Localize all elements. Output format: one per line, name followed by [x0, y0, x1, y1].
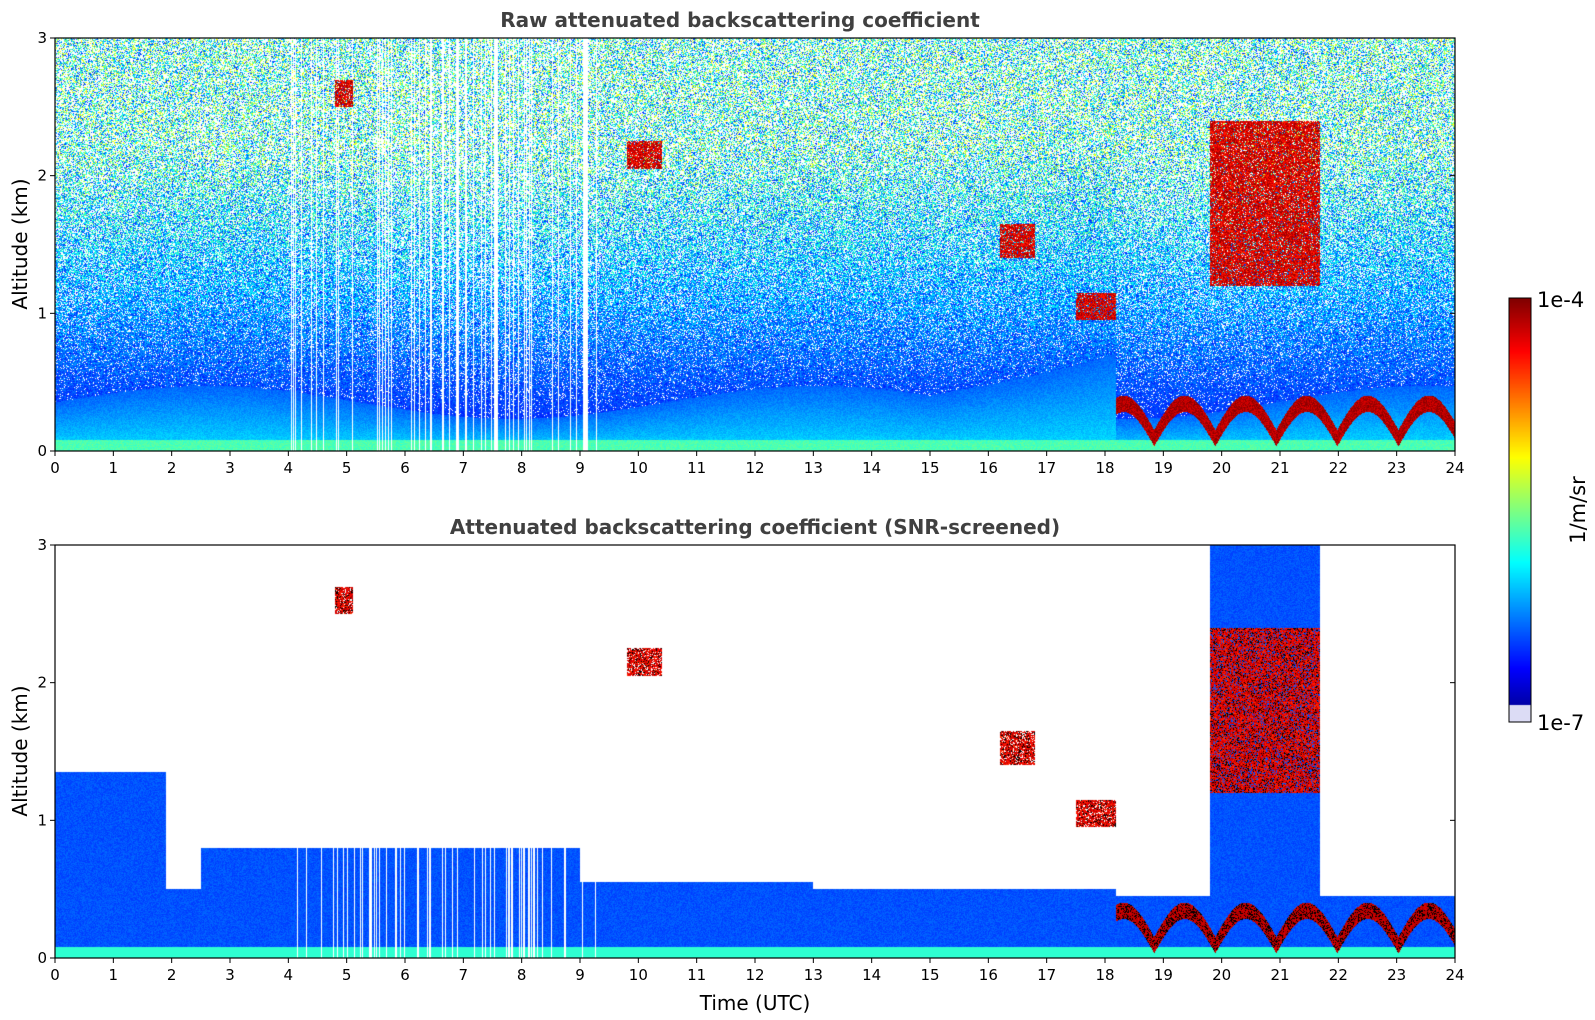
panel2-heatmap [55, 545, 1455, 958]
colorbar-unit-label: 1/m/sr [1566, 476, 1590, 544]
x-tick-label: 0 [50, 459, 60, 477]
x-tick-label: 10 [629, 459, 648, 477]
y-tick-label: 2 [37, 167, 47, 185]
x-tick-label: 17 [1037, 459, 1056, 477]
x-tick-label: 8 [517, 459, 527, 477]
x-tick-label: 24 [1445, 459, 1464, 477]
y-tick-label: 0 [37, 442, 47, 460]
panel1-ylabel: Altitude (km) [8, 178, 32, 309]
x-tick-label: 13 [804, 966, 823, 984]
x-tick-label: 6 [400, 966, 410, 984]
x-tick-label: 4 [284, 459, 294, 477]
y-tick-label: 3 [37, 536, 47, 554]
x-tick-label: 23 [1387, 966, 1406, 984]
x-tick-label: 11 [687, 459, 706, 477]
x-tick-label: 21 [1270, 966, 1289, 984]
x-tick-label: 16 [979, 459, 998, 477]
x-tick-label: 14 [862, 459, 881, 477]
panel1-title: Raw attenuated backscattering coefficien… [500, 8, 980, 32]
x-tick-label: 20 [1212, 966, 1231, 984]
y-tick-label: 3 [37, 29, 47, 47]
x-tick-label: 2 [167, 966, 177, 984]
x-tick-label: 19 [1154, 966, 1173, 984]
y-tick-label: 2 [37, 674, 47, 692]
panel1-heatmap [55, 38, 1455, 451]
x-tick-label: 19 [1154, 459, 1173, 477]
x-tick-label: 5 [342, 966, 352, 984]
x-tick-label: 22 [1329, 459, 1348, 477]
x-tick-label: 0 [50, 966, 60, 984]
x-tick-label: 1 [109, 459, 119, 477]
x-tick-label: 21 [1270, 459, 1289, 477]
x-tick-label: 11 [687, 966, 706, 984]
colorbar-min-label: 1e-7 [1537, 711, 1584, 735]
y-tick-label: 1 [37, 304, 47, 322]
x-tick-label: 9 [575, 459, 585, 477]
x-tick-label: 7 [459, 966, 469, 984]
panel2-title: Attenuated backscattering coefficient (S… [450, 515, 1060, 539]
x-tick-label: 14 [862, 966, 881, 984]
x-tick-label: 12 [745, 459, 764, 477]
x-tick-label: 9 [575, 966, 585, 984]
x-tick-label: 1 [109, 966, 119, 984]
x-tick-label: 6 [400, 459, 410, 477]
panel1-plot: 0 1 2 3 4 5 6 7 8 9 10 11 12 13 14 15 16 17 18 19 20 21 22 23 24… [37, 29, 1464, 477]
x-tick-label: 24 [1445, 966, 1464, 984]
colorbar-frame [1508, 297, 1532, 723]
x-tick-label: 15 [920, 459, 939, 477]
x-tick-label: 4 [284, 966, 294, 984]
x-tick-label: 15 [920, 966, 939, 984]
x-tick-label: 8 [517, 966, 527, 984]
x-tick-label: 18 [1095, 459, 1114, 477]
colorbar-gradient [1509, 298, 1531, 722]
panel2-ylabel: Altitude (km) [8, 685, 32, 816]
x-tick-label: 22 [1329, 966, 1348, 984]
x-tick-label: 3 [225, 459, 235, 477]
colorbar: 1e-4 1e-7 1/m/sr [1508, 288, 1590, 735]
panel2-plot: 0 1 2 3 4 5 6 7 8 9 10 11 12 13 14 15 16 17 18 19 20 21 22 23 24… [37, 536, 1464, 984]
x-tick-label: 16 [979, 966, 998, 984]
x-tick-label: 13 [804, 459, 823, 477]
panel1-ticks: 0 1 2 3 4 5 6 7 8 9 10 11 12 13 14 15 16 17 18 19 20 21 22 23 24… [37, 29, 1464, 477]
x-tick-label: 10 [629, 966, 648, 984]
panel2-xlabel: Time (UTC) [699, 991, 811, 1015]
x-tick-label: 3 [225, 966, 235, 984]
x-tick-label: 12 [745, 966, 764, 984]
x-tick-label: 18 [1095, 966, 1114, 984]
y-tick-label: 1 [37, 811, 47, 829]
x-tick-label: 17 [1037, 966, 1056, 984]
x-tick-label: 20 [1212, 459, 1231, 477]
colorbar-max-label: 1e-4 [1537, 288, 1584, 312]
x-tick-label: 23 [1387, 459, 1406, 477]
y-tick-label: 0 [37, 949, 47, 967]
panel2-ticks: 0 1 2 3 4 5 6 7 8 9 10 11 12 13 14 15 16 17 18 19 20 21 22 23 24… [37, 536, 1464, 984]
x-tick-label: 2 [167, 459, 177, 477]
x-tick-label: 5 [342, 459, 352, 477]
x-tick-label: 7 [459, 459, 469, 477]
